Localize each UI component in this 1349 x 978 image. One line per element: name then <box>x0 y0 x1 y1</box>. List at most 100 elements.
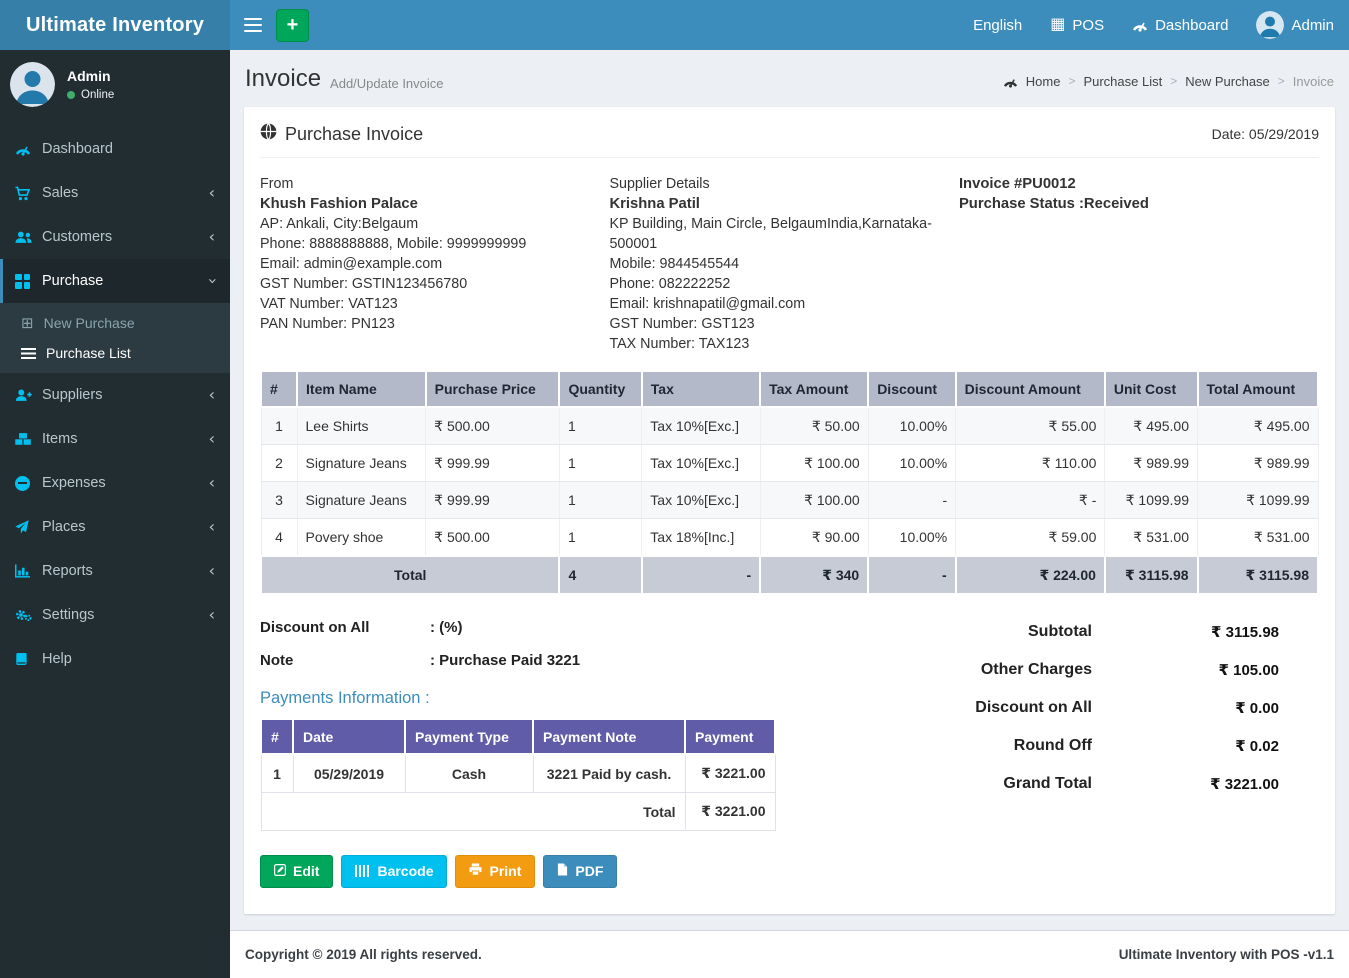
grid-icon <box>15 273 42 289</box>
edit-button-label: Edit <box>293 863 320 879</box>
cell-purchase-price: ₹ 999.99 <box>425 481 560 519</box>
sidebar-item-label: Reports <box>42 563 93 579</box>
cell-unit-cost: ₹ 1099.99 <box>1104 481 1199 519</box>
cell-discount-amount: ₹ - <box>955 481 1106 519</box>
sidebar-item-label: Suppliers <box>42 387 103 403</box>
sidebar-item-suppliers[interactable]: Suppliers ‹ <box>0 373 230 417</box>
sidebar-item-help[interactable]: Help <box>0 637 230 681</box>
cell-discount: 10.00% <box>867 518 957 557</box>
pdf-button[interactable]: PDF <box>543 855 618 888</box>
discount-on-all-label: Discount on All <box>260 619 370 636</box>
dashboard-link[interactable]: Dashboard <box>1132 17 1228 34</box>
cell-payment-note: 3221 Paid by cash. <box>532 753 686 793</box>
from-line: GST Number: GSTIN123456780 <box>260 276 468 292</box>
sidebar-item-purchase[interactable]: Purchase ‹ <box>0 259 230 303</box>
sidebar-item-dashboard[interactable]: Dashboard <box>0 127 230 171</box>
from-line: VAT Number: VAT123 <box>260 296 398 312</box>
chevron-left-icon: ‹ <box>208 473 215 492</box>
users-icon <box>15 230 42 244</box>
col-header-payment-type: Payment Type <box>404 718 534 755</box>
cell-payment-type: Cash <box>404 753 534 793</box>
col-header-payment: Payment <box>684 718 776 755</box>
sidebar-menu: Dashboard Sales ‹ Customers ‹ P <box>0 127 230 681</box>
invoice-number: Invoice #PU0012 <box>958 176 1076 192</box>
sidebar-item-purchase-list[interactable]: Purchase List <box>0 338 230 368</box>
sidebar-item-customers[interactable]: Customers ‹ <box>0 215 230 259</box>
summary-label: Discount on All <box>975 699 1092 716</box>
edit-button[interactable]: Edit <box>260 855 334 888</box>
sidebar-item-settings[interactable]: Settings ‹ <box>0 593 230 637</box>
breadcrumb-new-purchase[interactable]: New Purchase <box>1185 73 1270 89</box>
supplier-line: Phone: 082222252 <box>609 276 731 292</box>
bar-chart-icon <box>15 564 42 578</box>
invoice-summary: Subtotal ₹ 3115.98 Other Charges ₹ 105.0… <box>907 613 1319 888</box>
from-line: AP: Ankali, City:Belgaum <box>260 216 419 232</box>
col-header-quantity: Quantity <box>558 370 643 408</box>
cell-tax-amount: ₹ 100.00 <box>759 481 869 519</box>
payments-heading: Payments Information : <box>260 689 430 707</box>
from-block: From Khush Fashion Palace AP: Ankali, Ci… <box>260 174 609 354</box>
from-line: Email: admin@example.com <box>260 256 443 272</box>
content-header: Invoice Add/Update Invoice Home > Purcha… <box>230 50 1349 101</box>
online-dot-icon <box>67 91 75 99</box>
cell-total-amount: ₹ 989.99 <box>1197 444 1319 482</box>
footer-version: Ultimate Inventory with POS -v1.1 <box>1118 947 1334 962</box>
table-row: 3 Signature Jeans ₹ 999.99 1 Tax 10%[Exc… <box>260 481 1319 519</box>
sidebar-item-label: Customers <box>42 229 113 245</box>
sidebar-item-label: Items <box>42 431 78 447</box>
payments-total-label: Total <box>260 792 686 831</box>
cell-total-amount: ₹ 531.00 <box>1197 518 1319 557</box>
cell-index: 4 <box>260 518 298 557</box>
brand-logo[interactable]: Ultimate Inventory <box>0 0 230 50</box>
navbar-body: + English ▦ POS Dashboard <box>230 0 1349 50</box>
print-button[interactable]: Print <box>455 855 536 888</box>
payments-total-value: ₹ 3221.00 <box>684 792 776 831</box>
breadcrumb-home[interactable]: Home <box>1025 73 1061 89</box>
breadcrumb-purchase-list[interactable]: Purchase List <box>1083 73 1163 89</box>
language-label: English <box>973 16 1023 34</box>
minus-circle-icon <box>15 475 42 491</box>
col-header-discount-amount: Discount Amount <box>954 370 1106 408</box>
sidebar-item-sales[interactable]: Sales ‹ <box>0 171 230 215</box>
sidebar-item-reports[interactable]: Reports ‹ <box>0 549 230 593</box>
sidebar-item-label: Places <box>42 519 86 535</box>
discount-on-all-row: Discount on All : (%) <box>260 619 907 636</box>
chevron-left-icon: ‹ <box>208 517 215 536</box>
sidebar-item-new-purchase[interactable]: ⊞ New Purchase <box>0 308 230 338</box>
edit-icon <box>273 863 287 880</box>
breadcrumb: Home > Purchase List > New Purchase > In… <box>1003 70 1334 89</box>
breadcrumb-separator: > <box>1068 74 1076 88</box>
items-table-header-row: # Item Name Purchase Price Quantity Tax … <box>259 370 1320 408</box>
table-row: 2 Signature Jeans ₹ 999.99 1 Tax 10%[Exc… <box>260 444 1319 482</box>
col-header-tax-amount: Tax Amount <box>759 370 870 408</box>
language-menu[interactable]: English <box>973 17 1022 34</box>
chevron-left-icon: ‹ <box>208 561 215 580</box>
items-table-total-row: Total 4 - ₹ 340 - ₹ 224.00 ₹ 3115.98 ₹ 3… <box>259 555 1320 595</box>
pos-link[interactable]: ▦ POS <box>1050 17 1104 34</box>
quick-add-button[interactable]: + <box>276 8 309 42</box>
menu-toggle-icon[interactable] <box>244 18 262 32</box>
cell-item-name: Povery shoe <box>296 518 427 557</box>
cell-tax: Tax 18%[Inc.] <box>641 518 761 557</box>
user-menu[interactable]: Admin <box>1256 11 1334 39</box>
sidebar-item-label: Dashboard <box>42 141 113 157</box>
submenu-item-label: New Purchase <box>43 315 135 331</box>
cell-quantity: 1 <box>558 444 643 482</box>
cell-discount-amount: ₹ 55.00 <box>955 406 1106 445</box>
sidebar-item-places[interactable]: Places ‹ <box>0 505 230 549</box>
note-value: : Purchase Paid 3221 <box>430 652 581 669</box>
cell-total-amount: ₹ 1099.99 <box>1197 481 1319 519</box>
barcode-button[interactable]: Barcode <box>341 855 448 888</box>
home-icon <box>1003 75 1018 88</box>
sidebar-item-items[interactable]: Items ‹ <box>0 417 230 461</box>
sidebar-item-expenses[interactable]: Expenses ‹ <box>0 461 230 505</box>
cell-purchase-price: ₹ 999.99 <box>425 444 560 482</box>
paper-plane-icon <box>15 520 42 534</box>
user-plus-icon <box>15 388 42 402</box>
invoice-bottom-left: Discount on All : (%) Note : Purchase Pa… <box>260 613 907 888</box>
summary-value: ₹ 3115.98 <box>1211 624 1279 641</box>
sidebar-user-panel: Admin Online <box>0 50 230 121</box>
cell-payment: ₹ 3221.00 <box>684 753 776 793</box>
cubes-icon <box>15 432 42 446</box>
breadcrumb-current: Invoice <box>1292 73 1334 89</box>
